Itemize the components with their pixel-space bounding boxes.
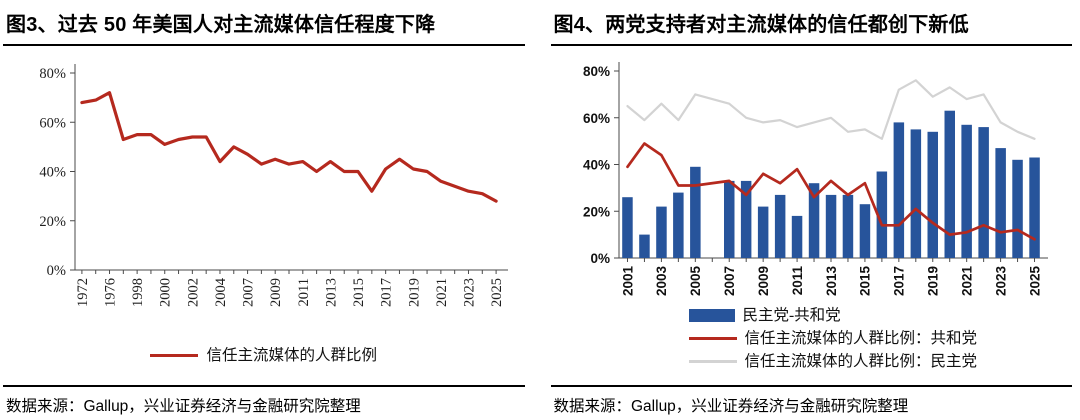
svg-text:2007: 2007	[241, 278, 257, 307]
figure3-panel: 图3、过去 50 年美国人对主流媒体信任程度下降 0% 20% 40% 60% 80% 1…	[3, 3, 525, 416]
figure4-combo-chart-svg: 0% 20% 40% 60% 80% 2001 2003 2005 2007 2009 2011 20…	[582, 62, 1048, 297]
svg-text:80%: 80%	[582, 64, 609, 79]
figure4-title: 图4、两党支持者对主流媒体的信任都创下新低	[550, 3, 1072, 46]
svg-text:40%: 40%	[582, 158, 609, 173]
figure4-panel: 图4、两党支持者对主流媒体的信任都创下新低 0% 20% 40% 60% 80% 2001…	[550, 3, 1073, 416]
svg-text:1976: 1976	[103, 278, 119, 307]
svg-text:2001: 2001	[620, 266, 635, 297]
svg-text:2011: 2011	[789, 266, 804, 296]
svg-text:1972: 1972	[75, 278, 91, 307]
svg-text:2005: 2005	[688, 266, 703, 297]
svg-text:60%: 60%	[582, 111, 609, 126]
blue-bar-legend-swatch	[688, 309, 735, 322]
svg-text:2013: 2013	[323, 278, 339, 307]
figure4-legend-item-diff: 民主党-共和党	[688, 306, 1073, 325]
figure3-title: 图3、过去 50 年美国人对主流媒体信任程度下降	[3, 3, 525, 46]
figure3-legend-label: 信任主流媒体的人群比例	[206, 347, 377, 364]
svg-text:2023: 2023	[462, 278, 478, 307]
svg-text:2015: 2015	[857, 266, 872, 297]
red-line-legend-swatch	[150, 354, 199, 357]
figure3-source: 数据来源：Gallup，兴业证券经济与金融研究院整理	[6, 398, 361, 415]
svg-text:2007: 2007	[722, 266, 737, 296]
figure4-legend-label-diff: 民主党-共和党	[742, 307, 841, 324]
svg-text:2003: 2003	[654, 266, 669, 297]
figure3-legend: 信任主流媒体的人群比例	[3, 346, 525, 365]
svg-text:2017: 2017	[891, 266, 906, 296]
svg-text:2000: 2000	[158, 278, 174, 307]
figure4-bottom-rule	[550, 385, 1072, 387]
red-line-legend-swatch	[688, 337, 737, 340]
svg-text:2015: 2015	[351, 278, 367, 307]
svg-text:2009: 2009	[756, 266, 771, 296]
grey-line-legend-swatch	[688, 360, 737, 363]
figure3-line-chart-svg: 0% 20% 40% 60% 80% 1972 1976 1998 2000 2002 2004 20…	[39, 64, 508, 307]
svg-text:40%: 40%	[39, 165, 66, 181]
figure3-bottom-rule	[3, 385, 525, 387]
figure4-legend-label-democrat: 信任主流媒体的人群比例：民主党	[744, 353, 978, 370]
figure4-legend-item-republican: 信任主流媒体的人群比例：共和党	[688, 329, 1073, 348]
figure4-source: 数据来源：Gallup，兴业证券经济与金融研究院整理	[553, 398, 909, 415]
svg-text:2025: 2025	[489, 278, 505, 307]
svg-text:2025: 2025	[1027, 266, 1042, 297]
svg-text:2017: 2017	[379, 278, 395, 307]
figure3-chart: 0% 20% 40% 60% 80% 1972 1976 1998 2000 2002 2004 20…	[3, 48, 525, 346]
figure4-legend-label-republican: 信任主流媒体的人群比例：共和党	[744, 330, 978, 347]
svg-text:20%: 20%	[582, 204, 609, 219]
svg-text:2023: 2023	[993, 266, 1008, 297]
svg-text:60%: 60%	[39, 115, 66, 131]
svg-text:80%: 80%	[39, 66, 66, 82]
svg-text:2013: 2013	[823, 266, 838, 297]
svg-text:2021: 2021	[959, 266, 974, 297]
figure4-chart: 0% 20% 40% 60% 80% 2001 2003 2005 2007 2009 2011 20…	[551, 48, 1073, 306]
figure4-legend-item-democrat: 信任主流媒体的人群比例：民主党	[688, 352, 1073, 371]
svg-text:2019: 2019	[406, 278, 422, 307]
svg-text:0%: 0%	[47, 263, 66, 279]
figure4-legend: 民主党-共和党 信任主流媒体的人群比例：共和党 信任主流媒体的人群比例：民主党	[688, 306, 1073, 371]
svg-text:20%: 20%	[39, 214, 66, 230]
svg-text:1998: 1998	[130, 278, 146, 307]
svg-text:0%: 0%	[590, 251, 610, 266]
figure3-legend-item: 信任主流媒体的人群比例	[3, 346, 525, 365]
svg-text:2011: 2011	[296, 278, 312, 306]
svg-text:2002: 2002	[185, 278, 201, 307]
svg-text:2009: 2009	[268, 278, 284, 307]
svg-text:2019: 2019	[925, 266, 940, 296]
svg-text:2004: 2004	[213, 277, 229, 307]
svg-text:2021: 2021	[434, 278, 450, 307]
